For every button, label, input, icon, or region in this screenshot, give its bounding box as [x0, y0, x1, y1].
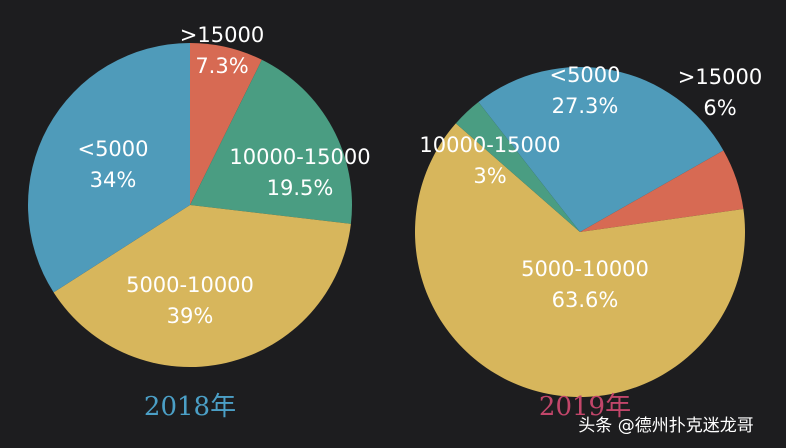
slice-category-label: >15000 — [180, 23, 264, 47]
slice-value-label: 63.6% — [552, 288, 619, 312]
slice-value-label: 7.3% — [195, 54, 248, 78]
slice-value-label: 27.3% — [552, 94, 619, 118]
slice-category-label: <5000 — [549, 63, 620, 87]
slice-category-label: 5000-10000 — [521, 257, 649, 281]
slice-category-label: 10000-15000 — [229, 145, 370, 169]
chart-title: 2019年 — [539, 392, 631, 422]
pie-slice — [53, 205, 351, 367]
slice-category-label: >15000 — [678, 65, 762, 89]
slice-category-label: 10000-15000 — [419, 133, 560, 157]
slice-category-label: 5000-10000 — [126, 273, 254, 297]
slice-value-label: 3% — [473, 164, 506, 188]
slice-value-label: 19.5% — [267, 176, 334, 200]
slice-value-label: 39% — [167, 304, 214, 328]
pie-slice — [27, 43, 190, 293]
slice-value-label: 34% — [90, 168, 137, 192]
slice-value-label: 6% — [703, 96, 736, 120]
pie-slice — [455, 101, 580, 232]
pie-slice — [580, 150, 744, 232]
pie-slice — [190, 59, 352, 224]
pie-slice — [478, 66, 724, 232]
slice-category-label: <5000 — [77, 137, 148, 161]
chart-title: 2018年 — [144, 392, 236, 422]
watermark: 头条 @德州扑克迷龙哥 — [578, 416, 753, 436]
pie-slice — [190, 43, 262, 205]
pie-slice — [414, 123, 745, 398]
